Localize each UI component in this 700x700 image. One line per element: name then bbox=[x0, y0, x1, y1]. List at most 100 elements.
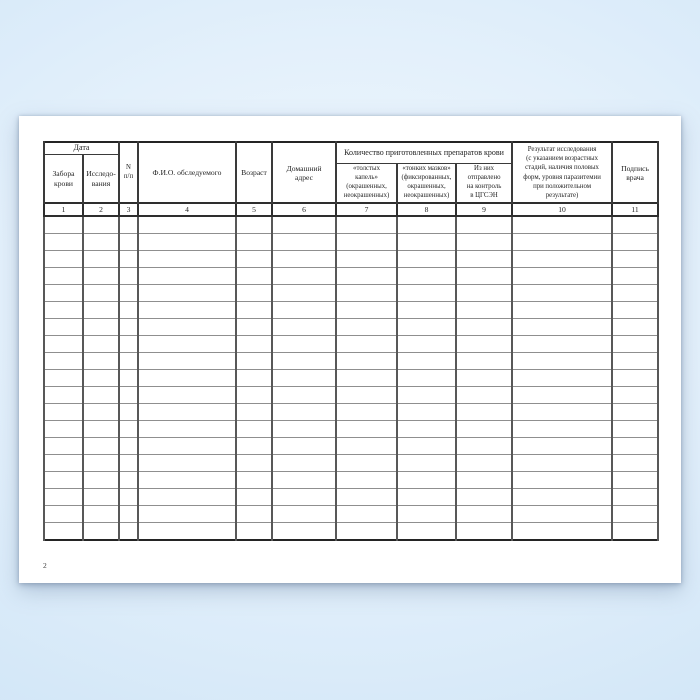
empty-cell bbox=[396, 471, 458, 490]
header-preparations-group: Количество приготовленных препаратов кро… bbox=[335, 141, 514, 164]
empty-cell bbox=[81, 437, 121, 456]
empty-cell bbox=[235, 437, 274, 456]
empty-cell bbox=[611, 352, 660, 371]
empty-cell bbox=[118, 335, 140, 354]
empty-cell bbox=[118, 233, 140, 252]
empty-cell bbox=[271, 318, 338, 337]
empty-cell bbox=[611, 284, 660, 303]
empty-cell bbox=[137, 335, 238, 354]
empty-cell bbox=[235, 301, 274, 320]
table-row bbox=[43, 215, 660, 235]
table-row bbox=[43, 386, 660, 405]
table-row bbox=[43, 437, 660, 456]
empty-cell bbox=[611, 488, 660, 507]
table-row bbox=[43, 267, 660, 286]
empty-cell bbox=[271, 437, 338, 456]
empty-cell bbox=[137, 420, 238, 439]
empty-cell bbox=[118, 352, 140, 371]
empty-cell bbox=[43, 488, 84, 507]
empty-cell bbox=[511, 352, 614, 371]
empty-cell bbox=[335, 505, 399, 524]
header-full-name: Ф.И.О. обследуемого bbox=[137, 141, 238, 204]
empty-cell bbox=[81, 318, 121, 337]
empty-cell bbox=[235, 215, 274, 235]
empty-cell bbox=[396, 318, 458, 337]
empty-cell bbox=[335, 437, 399, 456]
empty-cell bbox=[81, 522, 121, 541]
header-sent-to-control: Из них отправлено на контроль в ЦГСЭН bbox=[455, 162, 514, 204]
empty-cell bbox=[235, 403, 274, 422]
empty-cell bbox=[43, 301, 84, 320]
empty-cell bbox=[455, 471, 514, 490]
empty-cell bbox=[335, 250, 399, 269]
empty-cell bbox=[611, 505, 660, 524]
empty-cell bbox=[455, 318, 514, 337]
empty-cell bbox=[335, 386, 399, 405]
blood-registry-table: Дата N п/п Ф.И.О. обследуемого Возраст Д… bbox=[42, 141, 660, 542]
empty-cell bbox=[43, 471, 84, 490]
empty-cell bbox=[43, 284, 84, 303]
empty-cell bbox=[271, 267, 338, 286]
empty-cell bbox=[235, 386, 274, 405]
empty-cell bbox=[118, 284, 140, 303]
empty-cell bbox=[611, 471, 660, 490]
empty-cell bbox=[271, 215, 338, 235]
empty-cell bbox=[271, 454, 338, 473]
empty-cell bbox=[611, 420, 660, 439]
empty-cell bbox=[235, 471, 274, 490]
empty-cell bbox=[396, 522, 458, 541]
empty-cell bbox=[335, 369, 399, 388]
empty-cell bbox=[81, 471, 121, 490]
table-row bbox=[43, 250, 660, 269]
empty-cell bbox=[335, 233, 399, 252]
empty-cell bbox=[511, 454, 614, 473]
empty-cell bbox=[43, 318, 84, 337]
empty-cell bbox=[455, 488, 514, 507]
empty-cell bbox=[511, 420, 614, 439]
empty-cell bbox=[235, 488, 274, 507]
empty-cell bbox=[43, 386, 84, 405]
column-number-cell: 9 bbox=[455, 202, 514, 218]
column-number-cell: 10 bbox=[511, 202, 614, 218]
empty-cell bbox=[137, 301, 238, 320]
empty-cell bbox=[455, 403, 514, 422]
header-thin-smears: «тонких мазков» (фиксированных, окрашенн… bbox=[396, 162, 458, 204]
empty-cell bbox=[137, 233, 238, 252]
empty-cell bbox=[611, 250, 660, 269]
empty-cell bbox=[81, 335, 121, 354]
table-row bbox=[43, 318, 660, 337]
empty-cell bbox=[118, 250, 140, 269]
empty-cell bbox=[455, 250, 514, 269]
empty-cell bbox=[511, 301, 614, 320]
empty-cell bbox=[455, 369, 514, 388]
empty-cell bbox=[137, 284, 238, 303]
empty-cell bbox=[137, 471, 238, 490]
table-row bbox=[43, 369, 660, 388]
column-number-cell: 1 bbox=[43, 202, 84, 218]
empty-cell bbox=[271, 301, 338, 320]
table-row bbox=[43, 420, 660, 439]
empty-cell bbox=[511, 318, 614, 337]
empty-cell bbox=[235, 267, 274, 286]
empty-cell bbox=[43, 267, 84, 286]
empty-cell bbox=[271, 471, 338, 490]
empty-cell bbox=[396, 233, 458, 252]
empty-cell bbox=[455, 233, 514, 252]
empty-cell bbox=[335, 215, 399, 235]
header-thick-drops: «толстых капель» (окрашенных, неокрашенн… bbox=[335, 162, 399, 204]
empty-cell bbox=[455, 301, 514, 320]
empty-cell bbox=[137, 454, 238, 473]
empty-cell bbox=[137, 522, 238, 541]
empty-cell bbox=[43, 505, 84, 524]
page-number: 2 bbox=[43, 561, 47, 570]
empty-cell bbox=[396, 488, 458, 507]
empty-cell bbox=[511, 471, 614, 490]
empty-cell bbox=[137, 403, 238, 422]
empty-cell bbox=[43, 233, 84, 252]
column-number-cell: 11 bbox=[611, 202, 660, 218]
empty-cell bbox=[81, 352, 121, 371]
empty-cell bbox=[611, 215, 660, 235]
document-page: Дата N п/п Ф.И.О. обследуемого Возраст Д… bbox=[19, 116, 681, 583]
empty-cell bbox=[118, 454, 140, 473]
empty-cell bbox=[137, 215, 238, 235]
